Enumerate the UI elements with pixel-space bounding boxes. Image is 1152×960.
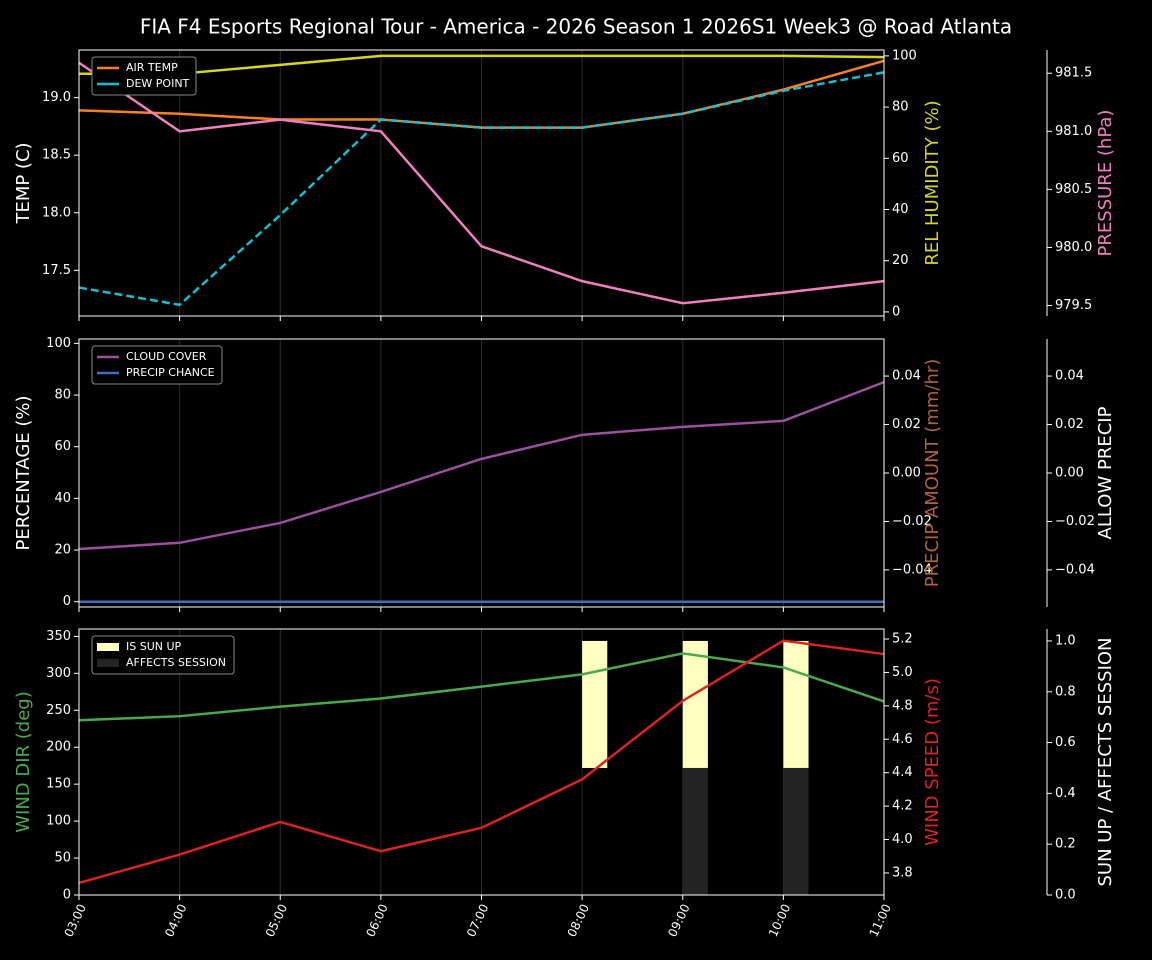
y2-tick-label: 100 [892, 48, 917, 63]
legend-label: CLOUD COVER [126, 350, 207, 363]
y-tick-label: 17.5 [42, 263, 71, 278]
y3-tick-label: −0.02 [1055, 514, 1095, 529]
y3-tick-label: 0.2 [1055, 837, 1076, 852]
y3-axis-title: PRESSURE (hPa) [1095, 110, 1116, 257]
legend-label: PRECIP CHANCE [126, 366, 215, 379]
line-series [78, 639, 885, 885]
y2-tick-label: 4.4 [892, 765, 913, 780]
y3-tick-label: 0.0 [1055, 888, 1076, 903]
legend-swatch [97, 643, 119, 651]
y2-tick-label: 3.8 [892, 865, 913, 880]
y-tick-label: 20 [54, 543, 71, 558]
y2-tick-label: −0.02 [892, 514, 932, 529]
y3-tick-label: 0.4 [1055, 786, 1076, 801]
y-tick-label: 200 [46, 740, 71, 755]
legend-label: DEW POINT [126, 77, 190, 90]
y2-tick-label: 40 [892, 202, 909, 217]
y-tick-label: 0 [63, 594, 71, 609]
plot-frame [78, 338, 885, 608]
legend-label: AIR TEMP [126, 61, 178, 74]
y2-axis-title: PRECIP AMOUNT (mm/hr) [922, 359, 943, 588]
line-series [78, 380, 885, 551]
y2-tick-label: 4.8 [892, 698, 913, 713]
y3-axis-title: SUN UP / AFFECTS SESSION [1095, 637, 1116, 886]
line-series [78, 71, 885, 307]
y-tick-label: 50 [54, 851, 71, 866]
y3-tick-label: 980.0 [1055, 240, 1092, 255]
y-tick-label: 60 [54, 439, 71, 454]
y-tick-label: 18.0 [42, 205, 71, 220]
y2-tick-label: −0.04 [892, 562, 932, 577]
y2-tick-label: 5.0 [892, 665, 913, 680]
bar [783, 767, 809, 895]
y2-tick-label: 0.00 [892, 466, 921, 481]
y2-axis-title: WIND SPEED (m/s) [922, 678, 943, 846]
y-axis-title: WIND DIR (deg) [13, 691, 34, 833]
y3-tick-label: 981.5 [1055, 66, 1092, 81]
legend-label: AFFECTS SESSION [126, 656, 226, 669]
y2-tick-label: 4.6 [892, 732, 913, 747]
y2-tick-label: 0.02 [892, 417, 921, 432]
bar [682, 640, 708, 768]
y-axis-title: TEMP (C) [13, 142, 34, 224]
y2-tick-label: 20 [892, 253, 909, 268]
y2-tick-label: 80 [892, 100, 909, 115]
y-tick-label: 300 [46, 666, 71, 681]
legend-label: IS SUN UP [126, 640, 182, 653]
plot-frame [78, 628, 885, 896]
y-tick-label: 350 [46, 629, 71, 644]
y3-tick-label: 0.04 [1055, 369, 1084, 384]
y-axis-title: PERCENTAGE (%) [13, 395, 34, 550]
y3-axis-title: ALLOW PRECIP [1095, 406, 1116, 539]
y-tick-label: 100 [46, 814, 71, 829]
legend-box [91, 56, 197, 96]
y3-tick-label: 1.0 [1055, 633, 1076, 648]
line-series [78, 61, 885, 305]
line-series [79, 54, 885, 76]
y2-tick-label: 5.2 [892, 632, 913, 647]
y3-tick-label: 981.0 [1055, 124, 1092, 139]
legend-box [91, 345, 223, 385]
y2-axis-title: REL HUMIDITY (%) [922, 100, 943, 265]
legend-box [91, 635, 235, 675]
y3-tick-label: 0.00 [1055, 466, 1084, 481]
y2-tick-label: 0.04 [892, 369, 921, 384]
y-tick-label: 250 [46, 703, 71, 718]
y2-tick-label: 4.2 [892, 799, 913, 814]
y3-tick-label: 0.02 [1055, 417, 1084, 432]
bar [682, 767, 708, 895]
line-series [78, 652, 885, 722]
y3-tick-label: 0.6 [1055, 735, 1076, 750]
y2-tick-label: 0 [892, 304, 900, 319]
bar [783, 640, 809, 768]
chart-title: FIA F4 Esports Regional Tour - America -… [140, 15, 1012, 39]
plot-frame [78, 49, 885, 317]
y-tick-label: 18.5 [42, 148, 71, 163]
y-tick-label: 40 [54, 491, 71, 506]
y-tick-label: 80 [54, 388, 71, 403]
y2-tick-label: 60 [892, 151, 909, 166]
bar [582, 640, 608, 768]
y-tick-label: 100 [46, 336, 71, 351]
y3-tick-label: 0.8 [1055, 684, 1076, 699]
y2-tick-label: 4.0 [892, 832, 913, 847]
y-tick-label: 19.0 [42, 90, 71, 105]
y3-tick-label: 979.5 [1055, 298, 1092, 313]
y-tick-label: 0 [63, 888, 71, 903]
y3-tick-label: 980.5 [1055, 182, 1092, 197]
y3-tick-label: −0.04 [1055, 562, 1095, 577]
legend-swatch [97, 659, 119, 667]
y-tick-label: 150 [46, 777, 71, 792]
